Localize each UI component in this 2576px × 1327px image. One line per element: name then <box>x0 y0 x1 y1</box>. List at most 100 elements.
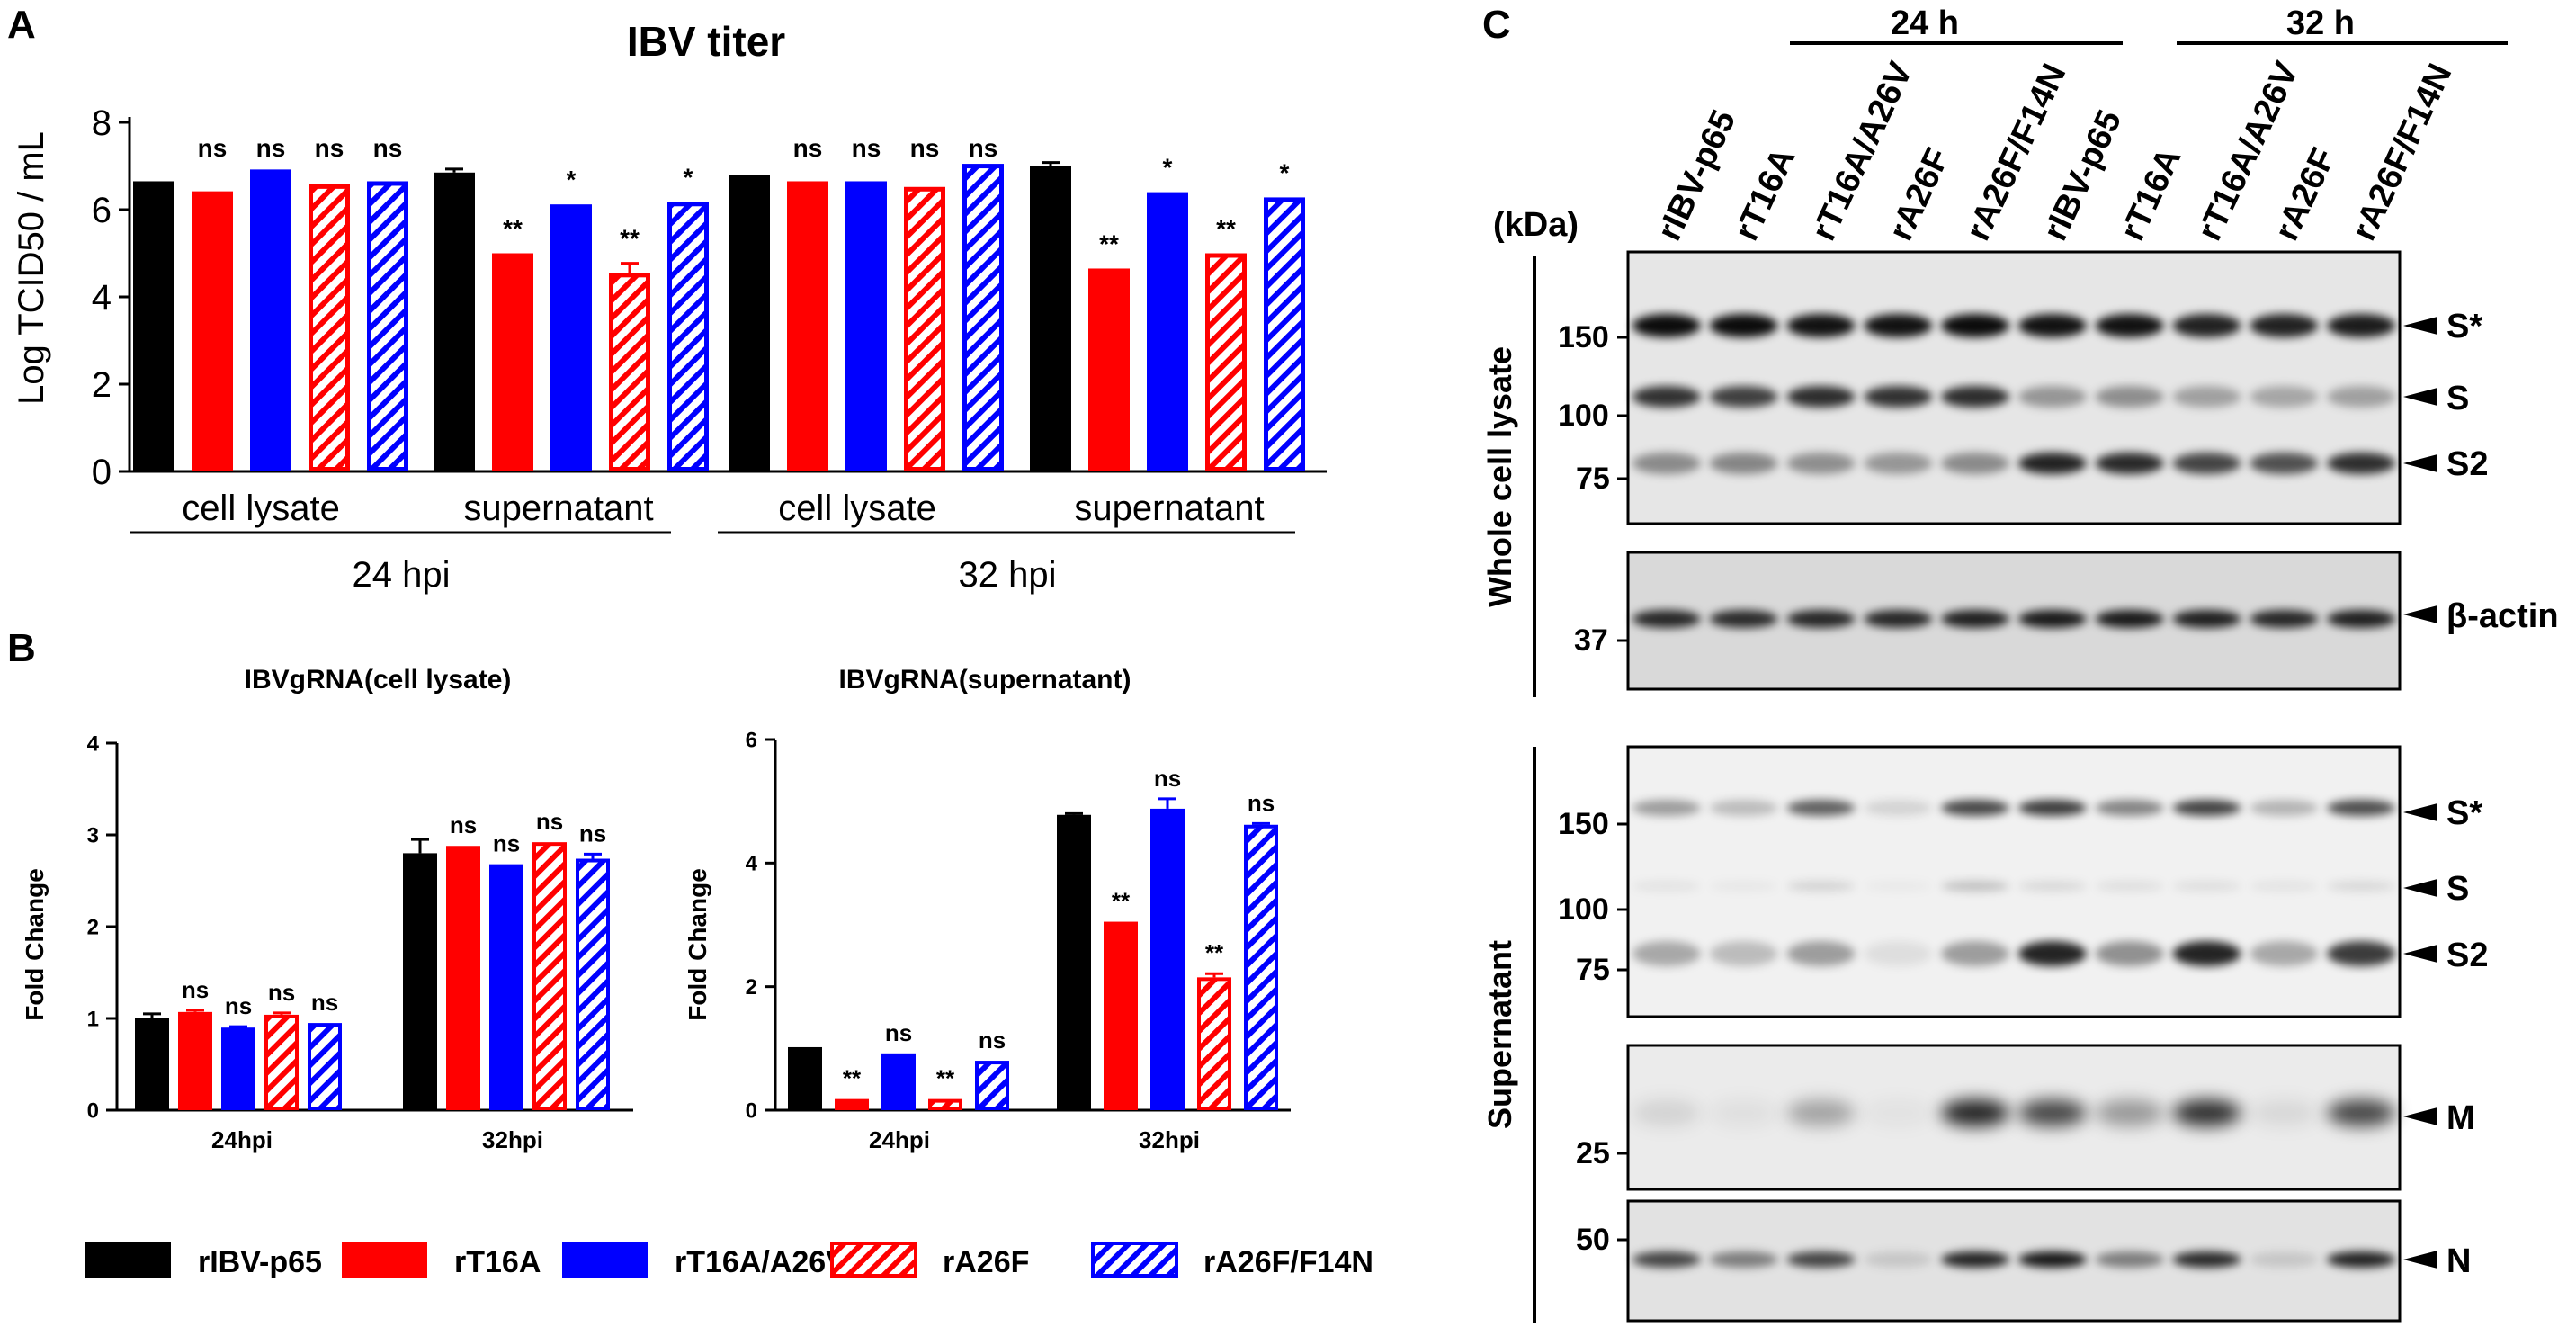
panel-b-left-bar-rt16a-a26v <box>221 1027 255 1110</box>
band-blot1-bands-lane-9 <box>2250 386 2319 408</box>
panel-b-right-bar-ra26f <box>1197 977 1231 1111</box>
band-blot2-bands-lane-9 <box>2250 610 2319 628</box>
band-label-s2-1: S2 <box>2446 445 2488 483</box>
panel-b-right-y-label: Fold Change <box>684 868 711 1021</box>
lane-label-4: rA26F <box>1882 142 1957 246</box>
band-blot1-bands-lane-8 <box>2172 314 2241 337</box>
band-blot4-bands-lane-6 <box>2017 1099 2087 1126</box>
panel-b-left-significance-label: ns <box>579 820 606 847</box>
panel-b-right-title: IBVgRNA(supernatant) <box>838 665 1131 695</box>
band-blot2-bands-lane-6 <box>2017 610 2087 628</box>
panel-b-right-y-tick-label: 6 <box>746 728 757 752</box>
band-blot3-bands-lane-9 <box>2250 881 2319 892</box>
panel-a-significance-label: * <box>567 166 577 193</box>
panel-a-significance-label: * <box>684 163 693 191</box>
band-blot5-bands-lane-3 <box>1786 1251 1856 1268</box>
panel-a-bar-rt16a-a26v <box>845 181 887 471</box>
band-blot3-bands-lane-8 <box>2172 800 2241 816</box>
band-blot1-bands-lane-8 <box>2172 453 2241 474</box>
panel-b-right-bar-ribv-p65 <box>1057 814 1091 1110</box>
band-blot1-bands-lane-5 <box>1941 453 2010 474</box>
band-blot5-bands-lane-2 <box>1709 1251 1778 1268</box>
panel-b-right-significance-label: ** <box>843 1065 862 1092</box>
band-label-s-2: S <box>2446 870 2469 908</box>
band-blot3-bands-lane-4 <box>1864 881 1932 892</box>
band-blot5-bands-lane-5 <box>1941 1251 2010 1268</box>
band-pointer-s-star-2 <box>2403 803 2437 821</box>
section-label-whole-cell-lysate: Whole cell lysate <box>1481 346 1518 607</box>
band-blot1-bands-lane-9 <box>2250 453 2319 474</box>
band-pointer-m <box>2403 1107 2437 1125</box>
band-blot1-bands-lane-4 <box>1864 386 1933 408</box>
band-blot1-bands-lane-3 <box>1786 453 1856 474</box>
lane-label-10: rA26F/F14N <box>2345 58 2459 247</box>
panel-a-y-label: Log TCID50 / mL <box>12 131 51 405</box>
band-blot3-bands-lane-1 <box>1632 941 1701 966</box>
band-pointer-s-star-1 <box>2403 317 2437 335</box>
band-blot1-bands-lane-6 <box>2017 453 2087 474</box>
panel-b-left-group-2: 32hpi <box>482 1126 543 1153</box>
panel-a-bar-ribv-p65 <box>133 181 174 471</box>
panel-b-left-y-tick-label: 3 <box>87 823 99 847</box>
band-blot5-bands-lane-7 <box>2095 1251 2164 1268</box>
band-blot3-bands-lane-10 <box>2327 800 2396 816</box>
band-blot1-bands-lane-1 <box>1632 314 1701 337</box>
lane-label-2: rT16A <box>1728 142 1803 246</box>
panel-a-bar-rt16a <box>192 191 233 471</box>
panel-a-y-tick-label: 2 <box>92 365 112 405</box>
panel-label-b: B <box>7 626 36 670</box>
band-blot3-bands-lane-9 <box>2250 800 2319 816</box>
panel-b-left-y-tick-label: 0 <box>87 1098 99 1123</box>
band-blot3-bands-lane-6 <box>2017 941 2087 966</box>
band-label-s-star-2: S* <box>2446 794 2482 832</box>
band-blot2-bands-lane-5 <box>1941 610 2010 628</box>
band-blot1-bands-lane-5 <box>1941 314 2010 337</box>
band-label-actin: β-actin <box>2446 597 2559 635</box>
band-pointer-s-2 <box>2403 879 2437 897</box>
band-pointer-s2-1 <box>2403 454 2437 472</box>
band-blot2-bands-lane-3 <box>1786 610 1856 628</box>
band-label-n: N <box>2446 1242 2471 1280</box>
panel-a-significance-label: ns <box>910 134 940 162</box>
panel-a-significance-label: ns <box>793 134 823 162</box>
panel-a-time-label-32: 32 hpi <box>959 555 1057 595</box>
band-blot2-bands-lane-1 <box>1632 610 1701 628</box>
band-blot4-bands-lane-5 <box>1941 1099 2010 1126</box>
band-blot3-bands-lane-5 <box>1941 941 2010 966</box>
panel-b-left-bar-ra26f <box>264 1014 299 1111</box>
panel-label-c: C <box>1482 3 1511 47</box>
band-blot4-bands-lane-2 <box>1709 1099 1778 1126</box>
panel-b-right-y-tick-label: 2 <box>746 975 757 1000</box>
panel-a-sub-label-4: supernatant <box>1074 489 1264 528</box>
band-pointer-s-1 <box>2403 388 2437 406</box>
band-blot4-bands-lane-3 <box>1786 1099 1856 1126</box>
band-blot1-bands-lane-1 <box>1632 386 1701 408</box>
band-pointer-n <box>2403 1251 2437 1269</box>
panel-b-left-bar-ra26f <box>532 842 567 1110</box>
panel-b-right-bar-ribv-p65 <box>788 1046 822 1110</box>
panel-a-title: IBV titer <box>627 18 785 65</box>
blot-wcl-spike-marker-100: 100 <box>1558 399 1609 433</box>
band-blot3-bands-lane-3 <box>1786 800 1856 816</box>
band-label-s2-2: S2 <box>2446 937 2488 974</box>
panel-a-bar-ribv-p65 <box>1030 166 1071 471</box>
lane-label-9: rA26F <box>2267 142 2343 246</box>
band-blot1-bands-lane-1 <box>1632 453 1701 474</box>
band-blot2-bands-lane-10 <box>2327 610 2396 628</box>
band-blot2-bands-lane-8 <box>2172 610 2241 628</box>
panel-b-right-bar-ra26f-f14n <box>1244 824 1278 1110</box>
panel-b-right-bar-rt16a-a26v <box>1150 808 1185 1110</box>
band-blot1-bands-lane-2 <box>1709 314 1778 337</box>
blot-sup-n: 50 N <box>1576 1199 2471 1323</box>
legend-label-rA26F: rA26F <box>943 1245 1029 1279</box>
band-blot1-bands-lane-10 <box>2327 314 2396 337</box>
blot-sup-n-marker-50: 50 <box>1576 1223 1610 1257</box>
panel-b-left-y-tick-label: 4 <box>87 731 100 756</box>
panel-a-significance-label: ns <box>373 134 403 162</box>
panel-a-sub-label-3: cell lysate <box>778 489 936 528</box>
band-blot4-bands-lane-7 <box>2095 1099 2164 1126</box>
panel-a-y-tick-label: 6 <box>92 191 112 230</box>
panel-a-significance-label: ns <box>969 134 998 162</box>
band-blot1-bands-lane-7 <box>2095 386 2164 408</box>
